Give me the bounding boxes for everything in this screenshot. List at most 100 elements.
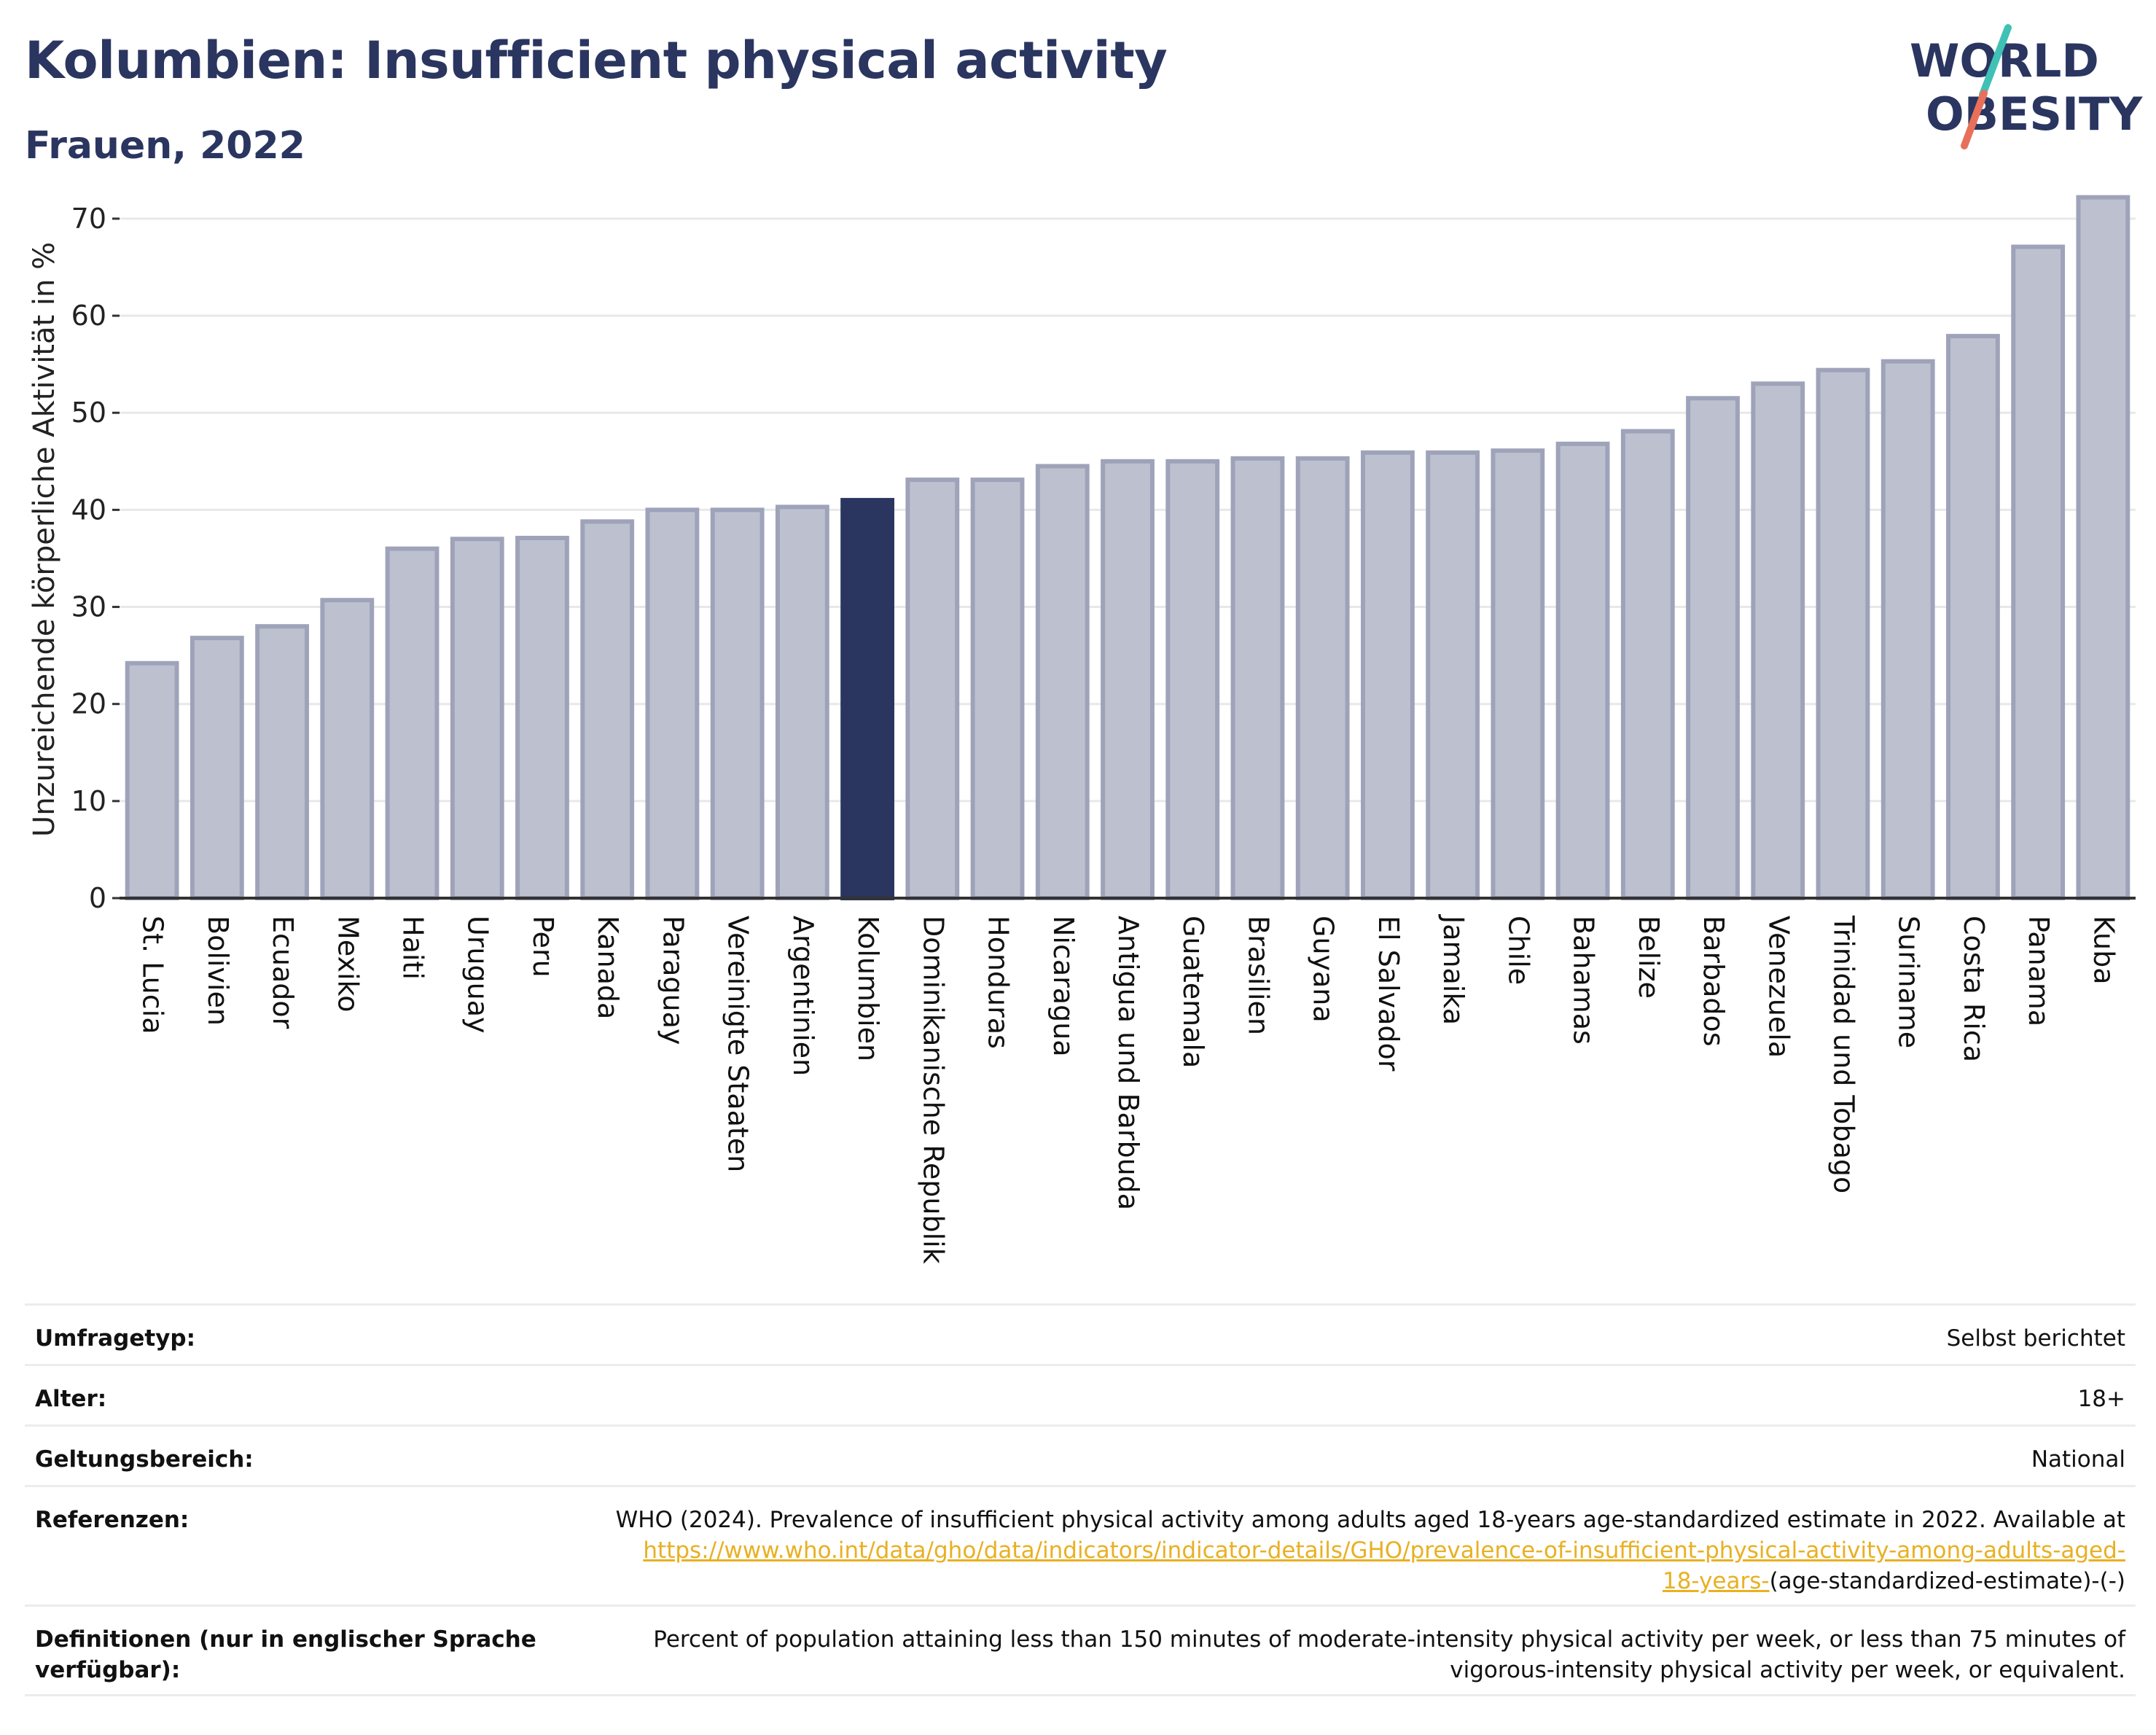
scope-value: National: [2031, 1446, 2125, 1473]
bar-el-salvador[interactable]: [1360, 450, 1415, 900]
x-tick-label: Guatemala: [1177, 916, 1209, 1068]
x-tick-label: Argentinien: [787, 916, 819, 1076]
bar-bolivien[interactable]: [190, 636, 244, 901]
bar-belize[interactable]: [1620, 429, 1675, 900]
x-tick-label: Kuba: [2087, 916, 2120, 985]
x-tick-label: Vereinigte Staaten: [722, 916, 754, 1172]
x-tick-labels: St. Lucia Bolivien Ecuador Mexiko Haiti Urugu…: [137, 914, 2120, 1264]
info-row-references: Referenzen: WHO (2024). Prevalence of in…: [25, 1485, 2136, 1605]
bar-trinidad-und-tobago[interactable]: [1816, 367, 1870, 900]
bar-kolumbien[interactable]: [840, 498, 895, 900]
bar-mexiko[interactable]: [320, 598, 375, 901]
scope-label: Geltungsbereich:: [35, 1446, 254, 1473]
x-tick-label: Bahamas: [1568, 916, 1600, 1045]
bar-bahamas[interactable]: [1555, 441, 1610, 900]
x-tick-label: Jamaika: [1437, 914, 1469, 1025]
x-tick-label: Peru: [527, 916, 559, 978]
survey-type-label: Umfragetyp:: [35, 1325, 195, 1352]
bar-nicaragua[interactable]: [1035, 464, 1090, 900]
bar-chart: 0 10 20 30 40 50 60 70 St. Lucia Bolivien Ecuador…: [28, 195, 2136, 1264]
age-value: 18+: [2077, 1386, 2125, 1412]
info-table: Umfragetyp: Selbst berichtet Alter: 18+ …: [25, 1303, 2136, 1696]
x-tick-label: El Salvador: [1372, 916, 1405, 1072]
x-tick-label: Haiti: [397, 916, 429, 980]
x-tick-label: Paraguay: [657, 916, 689, 1045]
references-label: Referenzen:: [35, 1507, 190, 1533]
y-tick-label: 60: [71, 300, 106, 332]
definitions-value: Percent of population attaining less tha…: [653, 1626, 2125, 1683]
bar-vereinigte-staaten[interactable]: [710, 507, 765, 900]
y-tick-label: 50: [71, 397, 106, 429]
age-label: Alter:: [35, 1386, 107, 1412]
chart-title: Kolumbien: Insufficient physical activit…: [25, 31, 1168, 90]
x-tick-label: Venezuela: [1762, 916, 1794, 1058]
bar-antigua-und-barbuda[interactable]: [1101, 459, 1155, 900]
x-tick-label: Ecuador: [267, 916, 299, 1029]
bar-panama[interactable]: [2011, 244, 2066, 900]
world-obesity-logo: WORLD OBESITY: [1910, 24, 2143, 149]
bar-venezuela[interactable]: [1751, 381, 1805, 900]
info-row-definitions: Definitionen (nur in englischer Sprache …: [25, 1605, 2136, 1696]
x-tick-label: Bolivien: [202, 916, 234, 1026]
x-tick-label: Panama: [2023, 916, 2055, 1026]
bar-st-lucia[interactable]: [125, 660, 179, 900]
x-tick-label: Suriname: [1893, 916, 1925, 1048]
references-suffix: (age-standardized-estimate)-(-): [1769, 1568, 2125, 1594]
bar-peru[interactable]: [515, 536, 569, 901]
x-tick-label: Chile: [1502, 916, 1534, 985]
survey-type-value: Selbst berichtet: [1946, 1325, 2125, 1352]
x-tick-label: Uruguay: [462, 916, 494, 1034]
x-tick-label: St. Lucia: [137, 916, 169, 1034]
x-tick-label: Belize: [1633, 916, 1665, 999]
bar-costa-rica[interactable]: [1946, 334, 2000, 900]
info-row-age: Alter: 18+: [25, 1364, 2136, 1424]
info-row-survey-type: Umfragetyp: Selbst berichtet: [25, 1303, 2136, 1364]
x-tick-label: Antigua und Barbuda: [1112, 916, 1144, 1210]
bar-brasilien[interactable]: [1230, 456, 1285, 900]
x-tick-label: Guyana: [1308, 916, 1340, 1023]
bar-honduras[interactable]: [970, 477, 1025, 900]
y-tick-labels: 0 10 20 30 40 50 60 70: [71, 203, 106, 914]
bar-uruguay[interactable]: [450, 537, 504, 900]
x-tick-label: Dominikanische Republik: [917, 916, 949, 1264]
y-tick-label: 40: [71, 494, 106, 526]
y-tick-label: 10: [71, 785, 106, 817]
x-tick-label: Brasilien: [1242, 916, 1274, 1035]
x-tick-label: Costa Rica: [1958, 916, 1990, 1062]
bar-ecuador[interactable]: [255, 624, 309, 901]
bar-kanada[interactable]: [580, 519, 635, 900]
y-tick-label: 70: [71, 203, 106, 235]
y-tick-label: 20: [71, 688, 106, 720]
bar-jamaika[interactable]: [1426, 450, 1480, 900]
chart-subtitle: Frauen, 2022: [25, 124, 305, 168]
bar-guatemala[interactable]: [1165, 459, 1220, 900]
bar-guyana[interactable]: [1295, 456, 1350, 900]
bar-dominikanische-republik[interactable]: [905, 477, 960, 900]
y-axis-label: Unzureichende körperliche Aktivität in %: [28, 242, 61, 837]
bar-suriname[interactable]: [1880, 359, 1935, 901]
x-tick-label: Kolumbien: [852, 916, 884, 1061]
info-row-scope: Geltungsbereich: National: [25, 1424, 2136, 1485]
logo-slash-top: [1979, 24, 2012, 98]
bar-argentinien[interactable]: [775, 504, 829, 900]
bars: [125, 195, 2130, 901]
x-tick-label: Mexiko: [332, 916, 364, 1012]
logo-slash-bottom: [1961, 90, 1988, 149]
references-value: WHO (2024). Prevalence of insufficient p…: [574, 1505, 2125, 1596]
x-tick-label: Honduras: [983, 916, 1015, 1049]
bar-chile[interactable]: [1491, 448, 1545, 900]
references-text: WHO (2024). Prevalence of insufficient p…: [615, 1507, 2125, 1533]
definitions-label: Definitionen (nur in englischer Sprache …: [35, 1626, 536, 1683]
y-tick-label: 30: [71, 591, 106, 623]
references-link-line-1[interactable]: https://www.who.int/data/gho/data/indica…: [643, 1537, 2125, 1564]
bar-paraguay[interactable]: [645, 507, 700, 900]
references-link-line-2[interactable]: 18-years-: [1662, 1568, 1770, 1594]
x-tick-label: Kanada: [592, 916, 624, 1019]
bar-barbados[interactable]: [1686, 396, 1740, 900]
bar-kuba[interactable]: [2076, 195, 2130, 901]
x-tick-label: Nicaragua: [1047, 916, 1079, 1057]
bar-haiti[interactable]: [385, 546, 440, 900]
logo-line-2: OBESITY: [1926, 87, 2143, 141]
x-tick-label: Trinidad und Tobago: [1827, 915, 1859, 1193]
x-tick-label: Barbados: [1698, 916, 1730, 1047]
